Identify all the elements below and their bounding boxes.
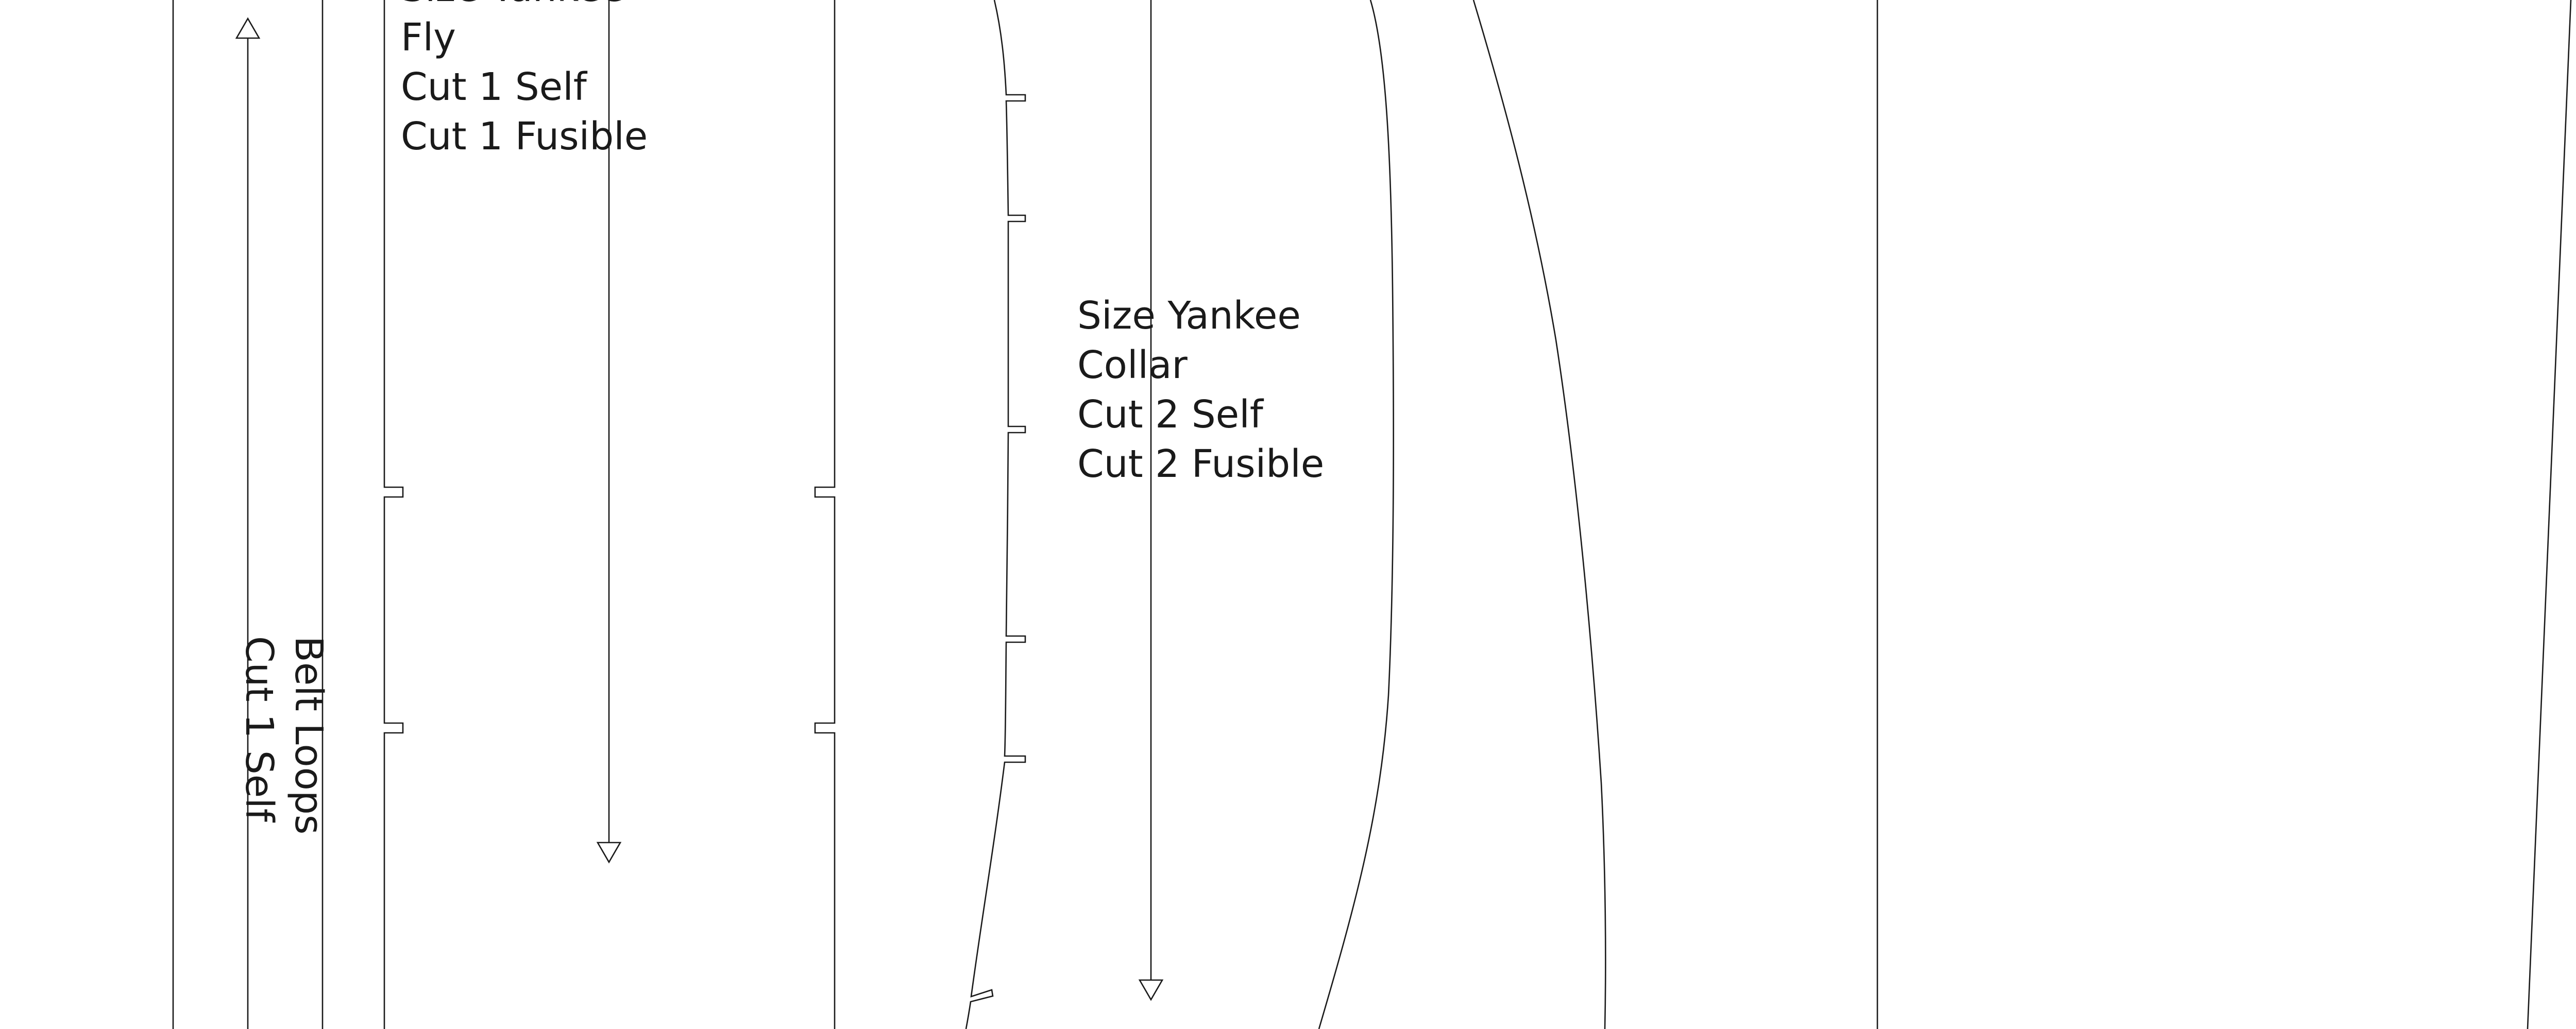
collar-grainline <box>1138 0 1164 1001</box>
belt-loops-label-name: Belt Loops <box>286 636 331 834</box>
belt-loops-label: Belt Loops Cut 1 Self <box>237 636 331 834</box>
fly-label-cut-fusible: Cut 1 Fusible <box>401 114 648 159</box>
collar-label-name: Collar <box>1077 343 1188 387</box>
collar-label-cut-fusible: Cut 2 Fusible <box>1077 442 1324 486</box>
fly-grainline-arrowhead <box>596 842 622 864</box>
belt-loops-grainline-arrowhead <box>235 17 261 39</box>
collar-label-cut-self: Cut 2 Self <box>1077 392 1264 437</box>
fly-grainline <box>596 0 622 864</box>
fly-piece: Size Yankee Fly Cut 1 Self Cut 1 Fusible <box>383 0 836 1029</box>
fly-label-cut-self: Cut 1 Self <box>401 65 588 109</box>
collar-label-size: Size Yankee <box>1077 294 1301 338</box>
fly-right-edge <box>814 0 836 1029</box>
collar-inner-curve <box>1318 0 1395 1029</box>
belt-loops-grainline <box>235 17 261 1029</box>
fly-label-size: Size Yankee <box>401 0 624 10</box>
collar-grainline-arrowhead <box>1138 979 1164 1001</box>
fly-label-name: Fly <box>401 15 456 60</box>
large-piece-right <box>1472 0 2572 1029</box>
collar-label: Size Yankee Collar Cut 2 Self Cut 2 Fusi… <box>1077 294 1324 486</box>
fly-left-edge <box>383 0 404 1029</box>
collar-piece: Size Yankee Collar Cut 2 Self Cut 2 Fusi… <box>965 0 1395 1029</box>
belt-loops-label-cut-self: Cut 1 Self <box>237 636 281 823</box>
large-piece-far-right-edge <box>2527 0 2572 1029</box>
collar-outer-edge <box>965 0 1026 1029</box>
fly-label: Size Yankee Fly Cut 1 Self Cut 1 Fusible <box>401 0 648 159</box>
belt-loops-piece: Belt Loops Cut 1 Self <box>172 0 331 1029</box>
large-piece-curved-edge <box>1472 0 1606 1029</box>
